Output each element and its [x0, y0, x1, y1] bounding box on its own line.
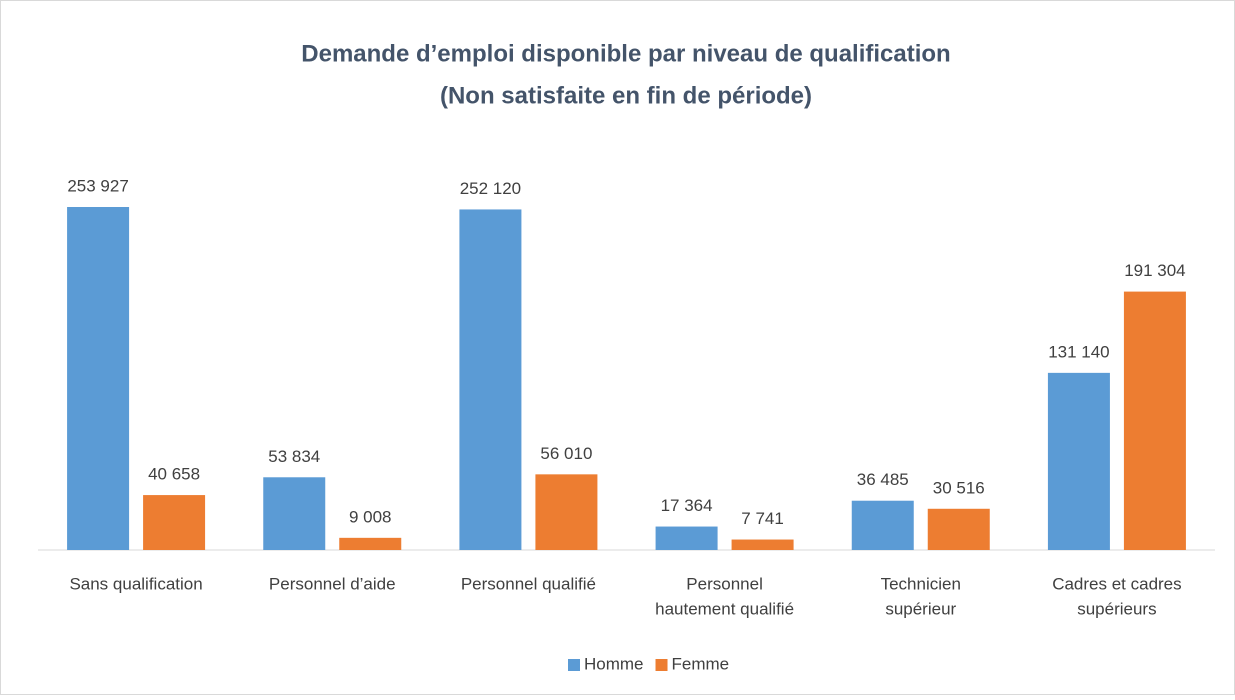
legend-swatch [655, 659, 668, 671]
data-label: 56 010 [540, 444, 592, 463]
bar [1047, 372, 1110, 550]
bar [851, 500, 914, 550]
bar [459, 209, 522, 550]
data-label: 30 516 [933, 478, 985, 497]
data-label: 17 364 [661, 496, 713, 515]
x-tick-label: supérieurs [1077, 599, 1156, 618]
bar [67, 207, 130, 550]
legend-label: Homme [584, 654, 644, 673]
bar [927, 508, 990, 550]
x-tick-label: Technicien [881, 574, 961, 593]
bar [339, 537, 402, 550]
x-tick-label: Sans qualification [69, 574, 202, 593]
legend-label: Femme [672, 654, 730, 673]
x-tick-label: supérieur [885, 599, 956, 618]
x-tick-label: Personnel qualifié [461, 574, 596, 593]
data-label: 252 120 [460, 179, 521, 198]
bar [143, 495, 206, 550]
chart-subtitle: (Non satisfaite en fin de période) [440, 82, 812, 109]
data-label: 36 485 [857, 470, 909, 489]
data-label: 131 140 [1048, 342, 1109, 361]
data-label: 253 927 [67, 176, 128, 195]
bar [731, 539, 794, 550]
data-label: 191 304 [1124, 261, 1185, 280]
data-label: 7 741 [741, 509, 784, 528]
legend-swatch [568, 659, 580, 671]
x-tick-label: Cadres et cadres [1052, 574, 1181, 593]
data-label: 40 658 [148, 465, 200, 484]
data-label: 53 834 [268, 447, 320, 466]
x-tick-label: hautement qualifié [655, 599, 794, 618]
bar [535, 474, 598, 550]
bar [263, 477, 326, 550]
chart-title: Demande d’emploi disponible par niveau d… [301, 40, 950, 67]
bar [655, 526, 718, 550]
x-tick-label: Personnel [686, 574, 763, 593]
data-label: 9 008 [349, 507, 392, 526]
bar [1123, 291, 1186, 550]
x-tick-label: Personnel d’aide [269, 574, 396, 593]
